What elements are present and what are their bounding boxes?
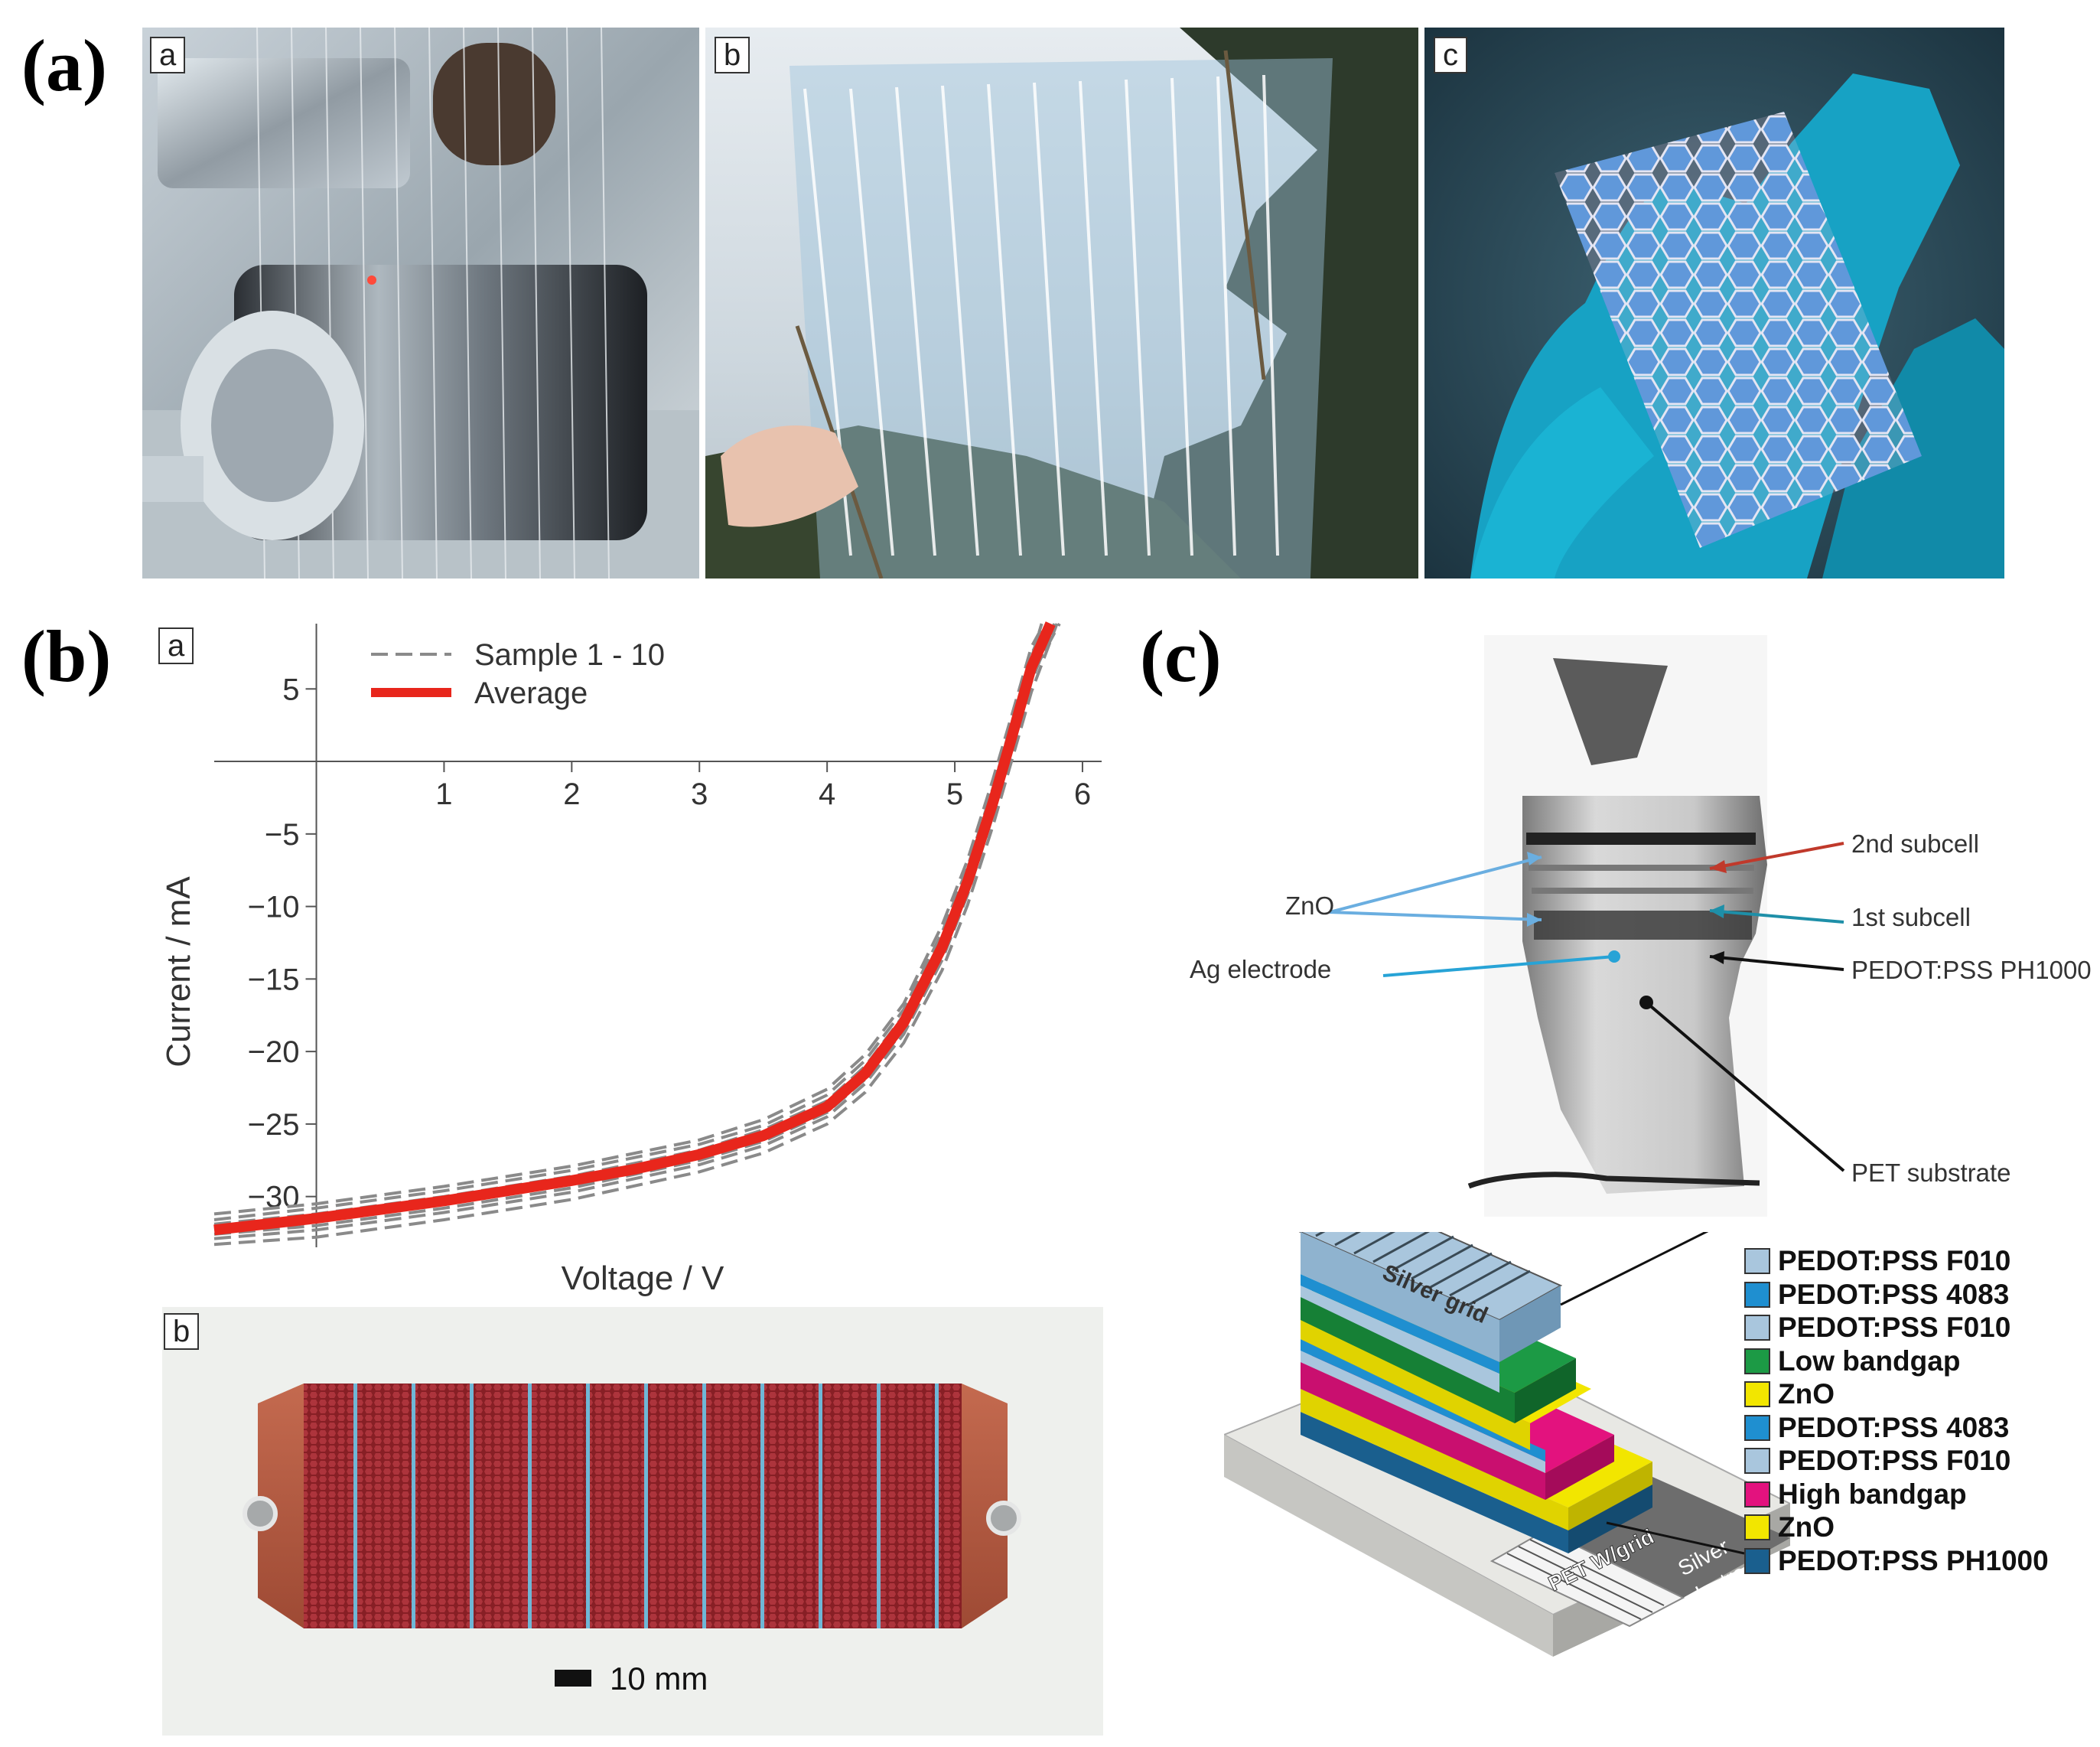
- legend-layer-label: PEDOT:PSS 4083: [1778, 1278, 2010, 1310]
- label-1st-subcell: 1st subcell: [1851, 903, 1971, 931]
- legend-layer-label: PEDOT:PSS F010: [1778, 1312, 2011, 1343]
- x-tick-label: 3: [691, 777, 708, 811]
- legend-layer-swatch: [1744, 1414, 1770, 1441]
- label-2nd-subcell: 2nd subcell: [1851, 829, 1979, 858]
- legend-layer-swatch: [1744, 1448, 1770, 1474]
- photo-tag-a: a: [150, 37, 186, 73]
- legend-layer-item: High bandgap: [1744, 1478, 1967, 1510]
- legend-layer-item: PEDOT:PSS 4083: [1744, 1279, 2009, 1310]
- legend-layer-label: Low bandgap: [1778, 1344, 1961, 1377]
- hexagon-cell-photo: c: [1424, 28, 2004, 579]
- legend-layer-item: PEDOT:PSS F010: [1744, 1245, 2011, 1276]
- legend-layer-label: PEDOT:PSS F010: [1778, 1445, 2011, 1476]
- x-tick-label: 1: [435, 777, 452, 811]
- scale-bar: [555, 1670, 591, 1687]
- legend-average-label: Average: [474, 676, 588, 710]
- y-tick-label: −25: [248, 1108, 300, 1142]
- average-curve: [213, 621, 1056, 1236]
- panel-a-label: (a): [21, 24, 107, 106]
- transparent-module-photo: b: [705, 28, 1418, 579]
- photo-tag-b: b: [715, 37, 750, 73]
- scale-bar-label: 10 mm: [610, 1661, 708, 1696]
- legend-layer-label: ZnO: [1778, 1378, 1835, 1410]
- x-tick-label: 6: [1074, 777, 1091, 811]
- chart-tag-a: a: [158, 627, 194, 664]
- sample-curve: [213, 623, 1048, 1221]
- legend-layer-label: ZnO: [1778, 1511, 1835, 1543]
- legend-layer-item: PEDOT:PSS F010: [1744, 1445, 2011, 1476]
- label-pet-substrate: PET substrate: [1851, 1159, 2011, 1187]
- y-tick-label: −20: [248, 1035, 300, 1069]
- sample-curve: [213, 623, 1046, 1216]
- legend-layer-label: PEDOT:PSS PH1000: [1778, 1544, 2049, 1576]
- legend-layer-item: Low bandgap: [1744, 1344, 1961, 1377]
- legend-layer-item: ZnO: [1744, 1511, 1835, 1543]
- sample-curve: [213, 623, 1059, 1247]
- legend-layer-swatch: [1744, 1481, 1770, 1507]
- label-ag-electrode: Ag electrode: [1190, 955, 1331, 983]
- legend-layer-swatch: [1744, 1248, 1770, 1274]
- x-tick-label: 2: [563, 777, 580, 811]
- legend-layer-swatch: [1744, 1547, 1770, 1574]
- legend-layer-item: ZnO: [1744, 1378, 1835, 1410]
- x-tick-label: 5: [946, 777, 963, 811]
- y-tick-label: −15: [248, 963, 300, 996]
- chart-legend: Sample 1 - 10 Average: [371, 638, 665, 710]
- x-axis-label: Voltage / V: [562, 1260, 724, 1297]
- label-pedot-ph1000: PEDOT:PSS PH1000: [1851, 956, 2092, 984]
- legend-layer-swatch: [1744, 1281, 1770, 1308]
- legend-sample-label: Sample 1 - 10: [474, 638, 665, 672]
- cross-section-image: ZnO Ag electrode 2nd subcell 1st subcell…: [1190, 635, 2092, 1217]
- legend-layer-label: High bandgap: [1778, 1478, 1967, 1510]
- chart-axes: [214, 624, 1102, 1247]
- legend-layer-swatch: [1744, 1315, 1770, 1341]
- legend-layer-item: PEDOT:PSS 4083: [1744, 1411, 2010, 1443]
- sample-curve: [213, 623, 1057, 1240]
- y-tick-label: −10: [248, 891, 300, 924]
- legend-layer-label: PEDOT:PSS 4083: [1778, 1411, 2010, 1443]
- x-tick-label: 4: [819, 777, 835, 811]
- legend-layer-swatch: [1744, 1514, 1770, 1540]
- panel-c-label: (c): [1140, 615, 1222, 697]
- sample-curve: [213, 623, 1043, 1226]
- legend-layer-swatch: [1744, 1381, 1770, 1407]
- photo-tag-b-module: b: [164, 1313, 200, 1350]
- layer-stack-diagram: Silver grid PET W/grid Silver electrode: [1224, 1232, 1790, 1657]
- legend-layer-item: PEDOT:PSS F010: [1744, 1312, 2010, 1343]
- module-photo: b 10 mm: [162, 1307, 1103, 1736]
- iv-curve-chart: 1 2 3 4 5 65−5−10−15−20−25−30 Sample 1 - 10Av…: [160, 621, 1102, 1297]
- legend-layer-item: PEDOT:PSS PH1000: [1744, 1544, 2049, 1576]
- roll-coater-photo: a: [142, 28, 699, 579]
- legend-layer-swatch: [1744, 1348, 1770, 1374]
- label-zno: ZnO: [1285, 891, 1334, 920]
- photo-tag-c: c: [1434, 37, 1467, 73]
- panel-b-label: (b): [21, 615, 112, 697]
- legend-layer-label: PEDOT:PSS F010: [1778, 1245, 2011, 1276]
- y-tick-label: −5: [265, 818, 300, 852]
- y-tick-label: 5: [282, 673, 299, 706]
- sample-curve: [213, 623, 1061, 1236]
- y-axis-label: Current / mA: [160, 876, 197, 1067]
